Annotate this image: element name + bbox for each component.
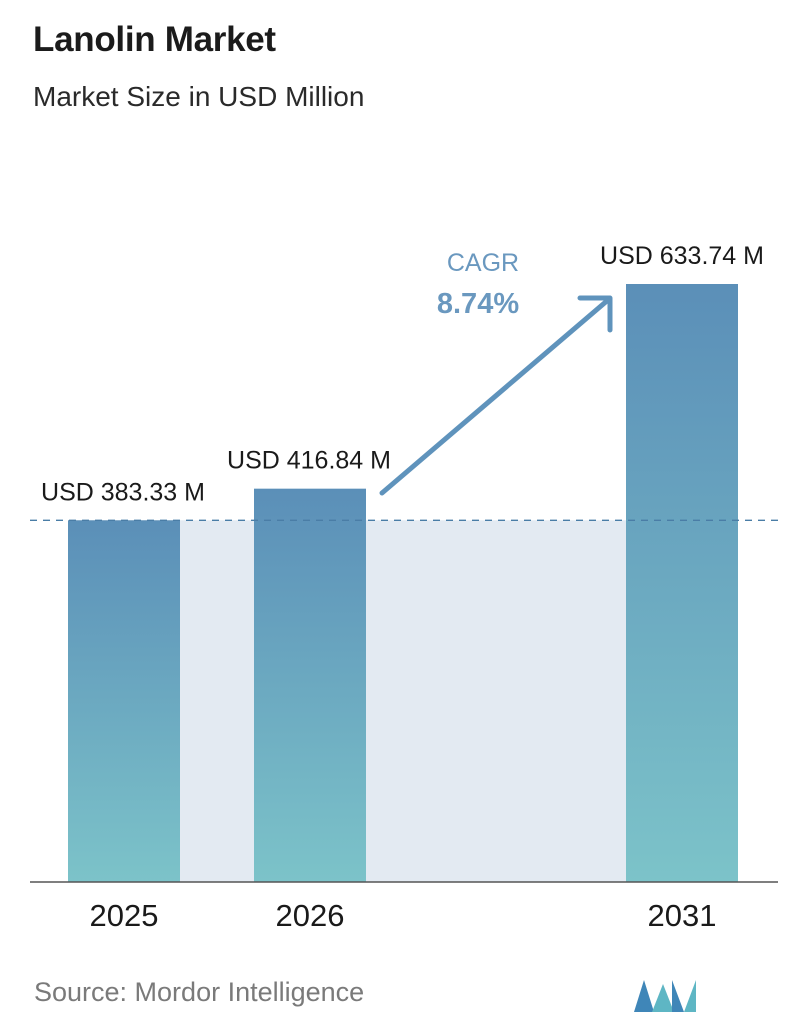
- source-caption: Source: Mordor Intelligence: [34, 977, 365, 1007]
- mordor-intelligence-logo-icon: [634, 980, 696, 1012]
- x-tick-label-2026: 2026: [276, 898, 345, 933]
- x-tick-label-2025: 2025: [90, 898, 159, 933]
- cagr-arrow-icon: [379, 297, 611, 496]
- data-label-2031: USD 633.74 M: [600, 242, 764, 270]
- data-label-2025: USD 383.33 M: [41, 478, 205, 506]
- bar-2026: [254, 488, 366, 882]
- x-tick-label-2031: 2031: [648, 898, 717, 933]
- cagr-value: 8.74%: [437, 288, 519, 320]
- cagr-arrowhead-icon: [577, 295, 613, 333]
- chart-subtitle: Market Size in USD Million: [33, 81, 365, 112]
- data-label-2026: USD 416.84 M: [227, 447, 391, 475]
- cagr-annotation: CAGR 8.74%: [379, 249, 613, 496]
- bar-2031: [626, 284, 738, 882]
- bar-2025: [68, 520, 180, 882]
- chart-title: Lanolin Market: [33, 20, 276, 59]
- cagr-label: CAGR: [447, 249, 519, 277]
